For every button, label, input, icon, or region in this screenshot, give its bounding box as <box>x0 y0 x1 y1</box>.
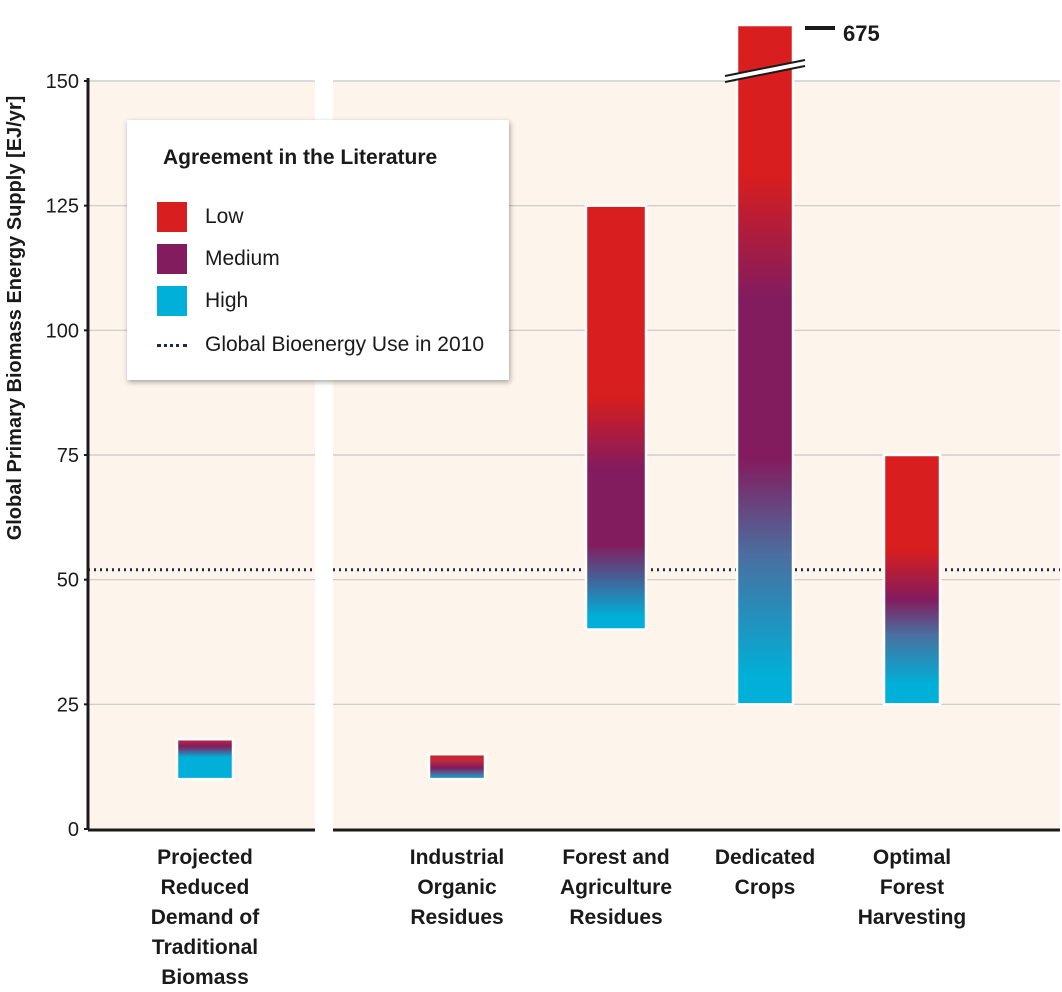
x-category-label: Projected <box>157 846 253 869</box>
y-tick-label: 150 <box>46 71 79 93</box>
bars-group <box>175 23 942 781</box>
y-tick-label: 125 <box>46 196 79 218</box>
x-category-label: Reduced <box>161 876 250 899</box>
y-tick-label: 25 <box>57 694 79 716</box>
x-category-label: Industrial <box>410 846 505 869</box>
axis-break-marker: 675 <box>724 21 880 83</box>
break-value-label: 675 <box>843 21 880 46</box>
x-category-label: Agriculture <box>560 876 672 899</box>
legend-swatch-medium <box>157 244 187 274</box>
x-category-label: Crops <box>735 876 796 899</box>
x-category-label: Residues <box>410 906 503 929</box>
legend-item-reference: Global Bioenergy Use in 2010 <box>157 330 484 360</box>
y-axis-label: Global Primary Biomass Energy Supply [EJ… <box>4 96 26 541</box>
break-gap <box>725 60 805 82</box>
x-category-label: Traditional <box>152 936 258 959</box>
bar <box>427 752 487 781</box>
x-category-label: Organic <box>417 876 497 899</box>
legend-swatch-high <box>157 286 187 316</box>
legend-swatch-low <box>157 202 187 232</box>
y-tick-labels: 0 25 50 75 100 125 150 <box>46 71 88 841</box>
x-category-label: Harvesting <box>858 906 967 929</box>
legend-dotted-line <box>157 343 187 347</box>
legend-item-medium: Medium <box>157 244 280 274</box>
bar <box>175 737 235 781</box>
bar <box>584 204 648 631</box>
x-category-labels: Projected Reduced Demand of Traditional Biom… <box>151 846 967 989</box>
x-category-label: Optimal <box>873 846 951 869</box>
bar <box>882 453 942 706</box>
y-tick-label: 0 <box>68 819 79 841</box>
x-category-label: Residues <box>569 906 662 929</box>
legend-label-low: Low <box>205 205 244 228</box>
x-category-label: Forest and <box>562 846 669 869</box>
break-line <box>724 59 806 77</box>
legend-item-low: Low <box>157 202 244 232</box>
legend-label-high: High <box>205 289 249 312</box>
x-category-label: Biomass <box>161 966 249 989</box>
break-line <box>724 65 806 83</box>
legend: Agreement in the Literature Low Medium H… <box>127 120 509 380</box>
bar <box>735 23 795 706</box>
y-tick-label: 50 <box>57 570 79 592</box>
legend-label-medium: Medium <box>205 247 280 270</box>
y-tick-label: 100 <box>46 320 79 342</box>
x-category-label: Forest <box>880 876 944 899</box>
legend-label-reference: Global Bioenergy Use in 2010 <box>205 333 485 356</box>
x-category-label: Dedicated <box>715 846 815 869</box>
legend-item-high: High <box>157 286 248 316</box>
x-category-label: Demand of <box>151 906 261 929</box>
legend-title: Agreement in the Literature <box>163 146 438 169</box>
y-tick-label: 75 <box>57 445 79 467</box>
